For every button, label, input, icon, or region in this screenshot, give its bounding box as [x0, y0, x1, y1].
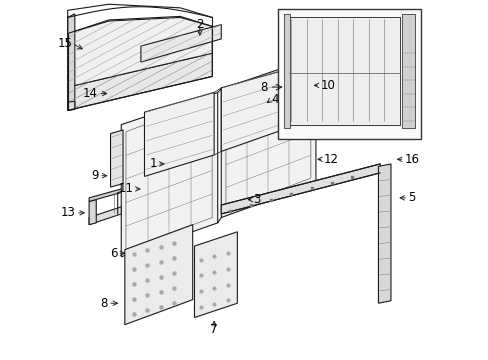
Polygon shape	[288, 18, 399, 125]
Text: 5: 5	[407, 192, 415, 204]
Bar	[278, 9, 421, 139]
Text: 1: 1	[149, 157, 157, 170]
Polygon shape	[67, 102, 75, 111]
Polygon shape	[110, 130, 123, 187]
Text: 15: 15	[57, 37, 72, 50]
Polygon shape	[221, 57, 315, 217]
Polygon shape	[67, 18, 212, 87]
Polygon shape	[67, 53, 212, 111]
Text: 10: 10	[320, 79, 334, 92]
Polygon shape	[124, 225, 192, 325]
Polygon shape	[194, 232, 237, 318]
Polygon shape	[67, 14, 75, 111]
Text: 13: 13	[61, 206, 76, 219]
Polygon shape	[89, 200, 96, 225]
Text: 4: 4	[271, 93, 278, 106]
Polygon shape	[121, 93, 217, 257]
Polygon shape	[378, 164, 390, 303]
Polygon shape	[141, 24, 221, 62]
Polygon shape	[283, 14, 289, 128]
Polygon shape	[221, 69, 287, 152]
Text: 12: 12	[323, 153, 338, 166]
Polygon shape	[144, 93, 214, 176]
Text: 11: 11	[119, 183, 134, 195]
Text: 3: 3	[253, 193, 260, 206]
Text: 16: 16	[404, 153, 419, 166]
Polygon shape	[89, 207, 121, 225]
Polygon shape	[89, 189, 121, 202]
Text: 9: 9	[91, 169, 99, 182]
Polygon shape	[299, 46, 310, 107]
Text: 6: 6	[110, 247, 118, 260]
Text: 8: 8	[260, 81, 267, 94]
Polygon shape	[221, 164, 380, 214]
Text: 2: 2	[196, 18, 203, 31]
Text: 14: 14	[83, 87, 98, 100]
Polygon shape	[401, 14, 414, 128]
Text: 8: 8	[101, 297, 108, 310]
Text: 7: 7	[210, 323, 218, 336]
